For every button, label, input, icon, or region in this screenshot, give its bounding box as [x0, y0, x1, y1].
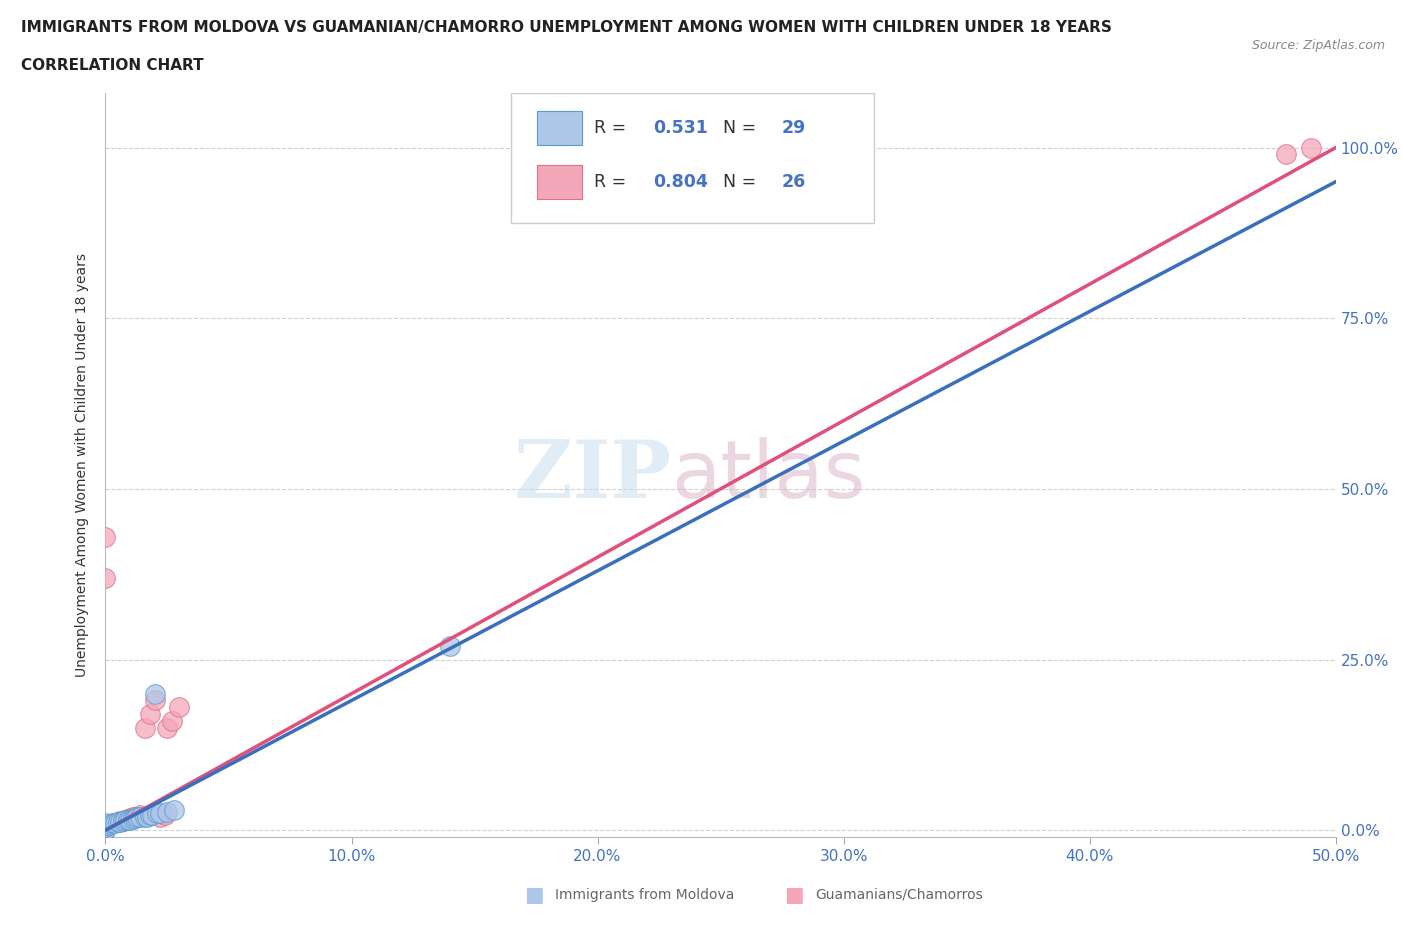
Point	[129, 808, 152, 823]
Text: ZIP: ZIP	[515, 437, 672, 515]
Point	[138, 808, 162, 823]
Text: R =: R =	[593, 119, 631, 137]
Point	[107, 815, 129, 830]
Text: Guamanians/Chamorros: Guamanians/Chamorros	[815, 887, 983, 902]
Point	[114, 813, 136, 828]
Point	[134, 809, 156, 824]
Y-axis label: Unemployment Among Women with Children Under 18 years: Unemployment Among Women with Children U…	[76, 253, 90, 677]
FancyBboxPatch shape	[537, 111, 582, 145]
Point	[143, 693, 166, 708]
Point	[120, 810, 141, 825]
Point	[101, 816, 124, 830]
Point	[101, 816, 124, 830]
FancyBboxPatch shape	[537, 166, 582, 199]
Point	[94, 819, 117, 834]
Point	[94, 823, 117, 838]
Point	[141, 808, 163, 823]
Text: N =: N =	[723, 119, 762, 137]
Point	[1301, 140, 1323, 155]
Point	[124, 809, 146, 824]
Point	[111, 814, 134, 829]
Point	[156, 721, 179, 736]
Text: Immigrants from Moldova: Immigrants from Moldova	[555, 887, 735, 902]
Point	[114, 813, 136, 828]
Point	[134, 721, 156, 736]
Point	[124, 810, 146, 825]
Text: N =: N =	[723, 173, 762, 192]
Text: atlas: atlas	[672, 437, 866, 515]
Point	[107, 815, 129, 830]
Point	[129, 809, 152, 824]
Point	[117, 811, 139, 826]
Point	[121, 811, 143, 826]
Point	[1275, 147, 1298, 162]
Text: R =: R =	[593, 173, 631, 192]
Point	[138, 707, 162, 722]
Point	[156, 804, 179, 819]
Point	[104, 816, 127, 830]
Point	[163, 803, 186, 817]
Point	[94, 819, 117, 834]
FancyBboxPatch shape	[512, 93, 875, 223]
Point	[94, 819, 117, 834]
Point	[94, 816, 117, 830]
Point	[94, 817, 117, 832]
Point	[94, 823, 117, 838]
Text: ■: ■	[785, 884, 804, 905]
Text: CORRELATION CHART: CORRELATION CHART	[21, 58, 204, 73]
Point	[143, 686, 166, 701]
Point	[127, 810, 149, 825]
Point	[153, 808, 176, 823]
Point	[149, 809, 172, 824]
Text: Source: ZipAtlas.com: Source: ZipAtlas.com	[1251, 39, 1385, 52]
Point	[111, 813, 134, 828]
Point	[110, 814, 132, 829]
Text: 0.804: 0.804	[652, 173, 707, 192]
Point	[117, 813, 139, 828]
Point	[94, 529, 117, 544]
Point	[110, 815, 132, 830]
Point	[146, 805, 169, 820]
Text: 0.531: 0.531	[652, 119, 707, 137]
Point	[120, 813, 141, 828]
Point	[94, 817, 117, 831]
Point	[169, 700, 191, 715]
Point	[94, 818, 117, 833]
Point	[160, 713, 183, 728]
Point	[94, 818, 117, 833]
Point	[94, 823, 117, 838]
Point	[121, 810, 143, 825]
Point	[136, 809, 159, 824]
Point	[149, 805, 172, 820]
Text: IMMIGRANTS FROM MOLDOVA VS GUAMANIAN/CHAMORRO UNEMPLOYMENT AMONG WOMEN WITH CHIL: IMMIGRANTS FROM MOLDOVA VS GUAMANIAN/CHA…	[21, 20, 1112, 35]
Text: ■: ■	[524, 884, 544, 905]
Point	[439, 638, 461, 653]
Text: 26: 26	[782, 173, 806, 192]
Text: 29: 29	[782, 119, 806, 137]
Point	[94, 570, 117, 585]
